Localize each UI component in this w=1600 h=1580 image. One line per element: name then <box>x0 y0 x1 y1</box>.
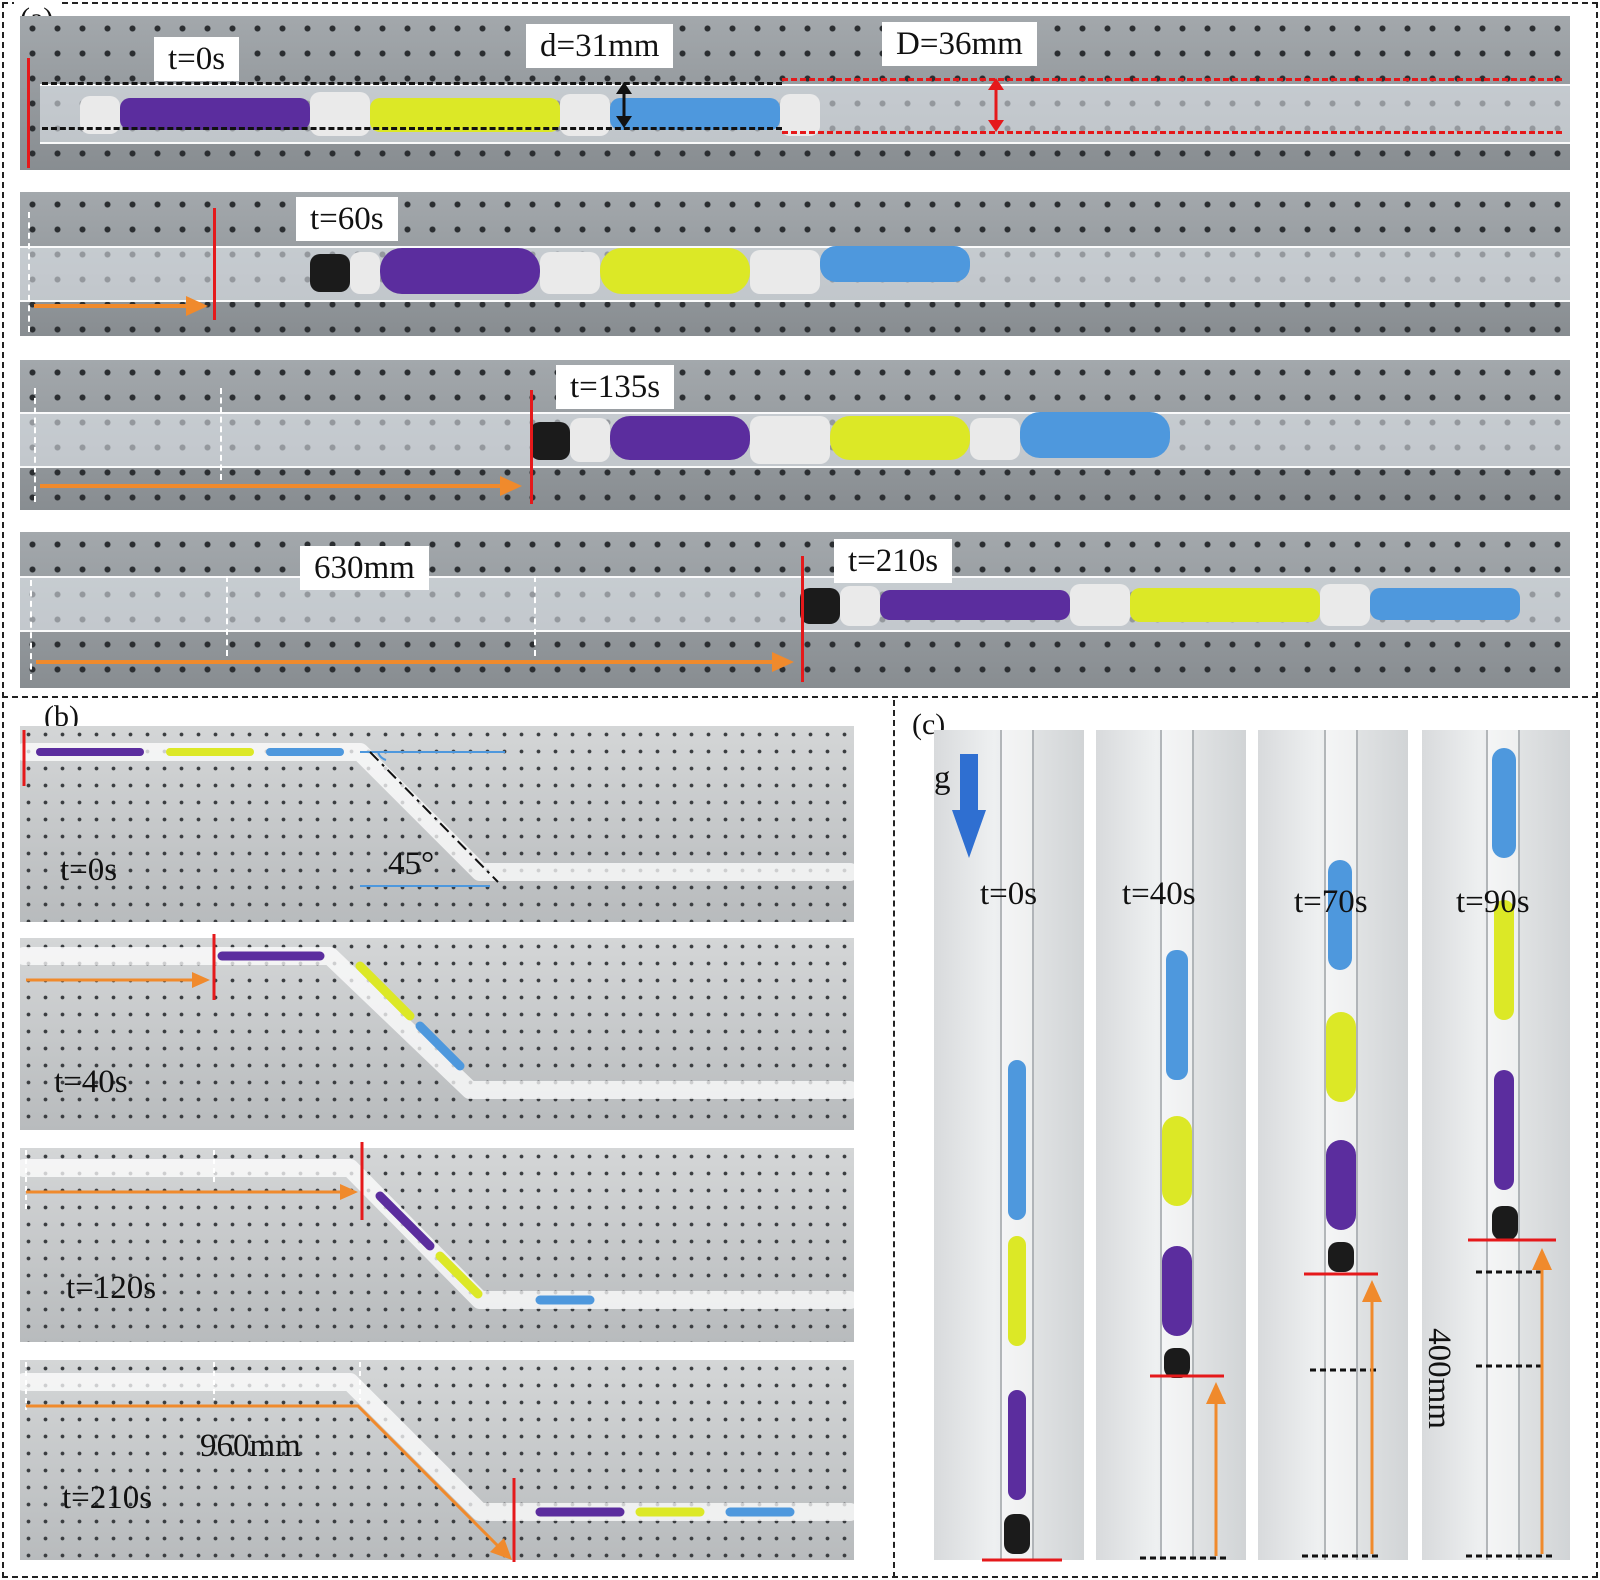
robot-yellow-segment <box>1494 900 1514 1020</box>
robot-blue-segment <box>610 98 780 130</box>
panel-bc-divider <box>893 700 895 1578</box>
panel-a-row3-photo <box>20 360 1570 510</box>
robot-tail <box>1164 1348 1190 1378</box>
robot-outline-box-top <box>42 82 782 85</box>
robot-connector <box>540 252 600 294</box>
robot-yellow-segment <box>1008 1236 1026 1346</box>
robot-tail <box>1004 1514 1030 1554</box>
robot-blue-segment <box>820 246 970 282</box>
panel-a-row1-photo <box>20 16 1570 170</box>
robot-cap <box>350 252 380 294</box>
robot-yellow-segment <box>830 416 970 460</box>
robot-tail <box>310 254 350 292</box>
start-marker <box>27 58 30 168</box>
robot-tail <box>800 588 840 624</box>
robot-blue-segment <box>1492 748 1516 858</box>
robot-blue-segment <box>1328 860 1352 970</box>
robot-outline-box-bottom <box>42 127 782 130</box>
robot-tail <box>1328 1242 1354 1272</box>
robot-blue-segment <box>1370 588 1520 620</box>
distance-label-a: 630mm <box>300 546 429 590</box>
pipe-outline-bottom <box>782 131 1562 134</box>
robot-yellow-segment <box>600 248 750 294</box>
robot-purple-segment <box>120 98 310 130</box>
robot-tail <box>1492 1206 1518 1240</box>
position-marker <box>530 390 533 504</box>
pipe-diameter-label: D=36mm <box>882 22 1037 66</box>
panel-a-row2-photo <box>20 192 1570 336</box>
time-label-c3: t=70s <box>1294 884 1368 920</box>
robot-purple-segment <box>880 590 1070 620</box>
position-marker <box>801 556 804 682</box>
distance-label-b: 960mm <box>200 1428 301 1464</box>
panel-b-row2-photo <box>20 938 854 1130</box>
panel-a-row4-photo <box>20 532 1570 688</box>
time-label-c4: t=90s <box>1456 884 1530 920</box>
previous-position-line <box>226 576 228 656</box>
robot-blue-segment <box>1008 1060 1026 1220</box>
start-reference-line <box>30 580 32 680</box>
gravity-label: g <box>934 760 951 796</box>
robot-connector <box>1320 584 1370 626</box>
robot-purple-segment <box>1494 1070 1514 1190</box>
panel-b-row3-photo <box>20 1148 854 1342</box>
start-reference-line <box>34 388 36 502</box>
robot-purple-segment <box>1162 1246 1192 1336</box>
previous-position-line <box>220 388 222 480</box>
robot-blue-segment <box>1166 950 1188 1080</box>
robot-tail <box>530 422 570 460</box>
robot-purple-segment <box>1326 1140 1356 1230</box>
robot-yellow-segment <box>1130 588 1320 622</box>
time-label-b2: t=40s <box>54 1064 128 1100</box>
robot-cap <box>570 418 610 462</box>
robot-blue-segment <box>1020 412 1170 458</box>
start-reference-line <box>28 212 30 332</box>
robot-yellow-segment <box>370 98 560 132</box>
robot-purple-segment <box>1008 1390 1026 1500</box>
time-label-c2: t=40s <box>1122 876 1196 912</box>
angle-label: 45° <box>388 846 435 882</box>
pipe-outline-top <box>782 78 1562 81</box>
panel-a-frame <box>2 2 1598 698</box>
robot-connector <box>750 250 820 294</box>
robot-purple-segment <box>380 248 540 294</box>
time-label-b1: t=0s <box>60 852 118 888</box>
time-label-b4: t=210s <box>62 1480 153 1516</box>
robot-yellow-segment <box>1326 1012 1356 1102</box>
robot-purple-segment <box>610 416 750 460</box>
robot-diameter-label: d=31mm <box>526 24 674 68</box>
robot-connector <box>750 416 830 464</box>
robot-cap <box>840 586 880 626</box>
time-label-a2: t=60s <box>296 197 398 241</box>
robot-connector <box>970 418 1020 460</box>
robot-yellow-segment <box>1162 1116 1192 1206</box>
robot-connector <box>1070 584 1130 626</box>
time-label-c1: t=0s <box>980 876 1038 912</box>
time-label-a4: t=210s <box>834 539 953 583</box>
time-label-a1: t=0s <box>154 37 240 81</box>
vertical-pipe <box>1486 730 1520 1560</box>
previous-position-line <box>534 576 536 656</box>
distance-label-c: 400mm <box>1420 1328 1457 1429</box>
time-label-a3: t=135s <box>556 365 675 409</box>
time-label-b3: t=120s <box>66 1270 157 1306</box>
position-marker <box>213 208 216 320</box>
robot-connector <box>780 94 820 136</box>
